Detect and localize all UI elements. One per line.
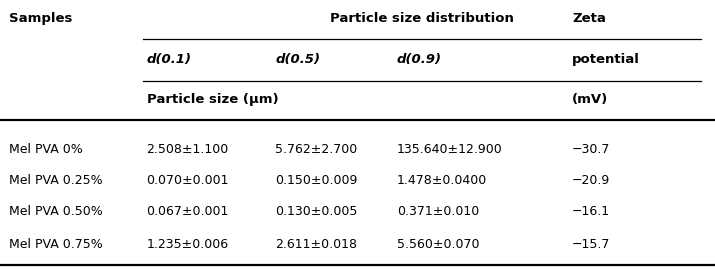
Text: potential: potential	[572, 53, 640, 66]
Text: −20.9: −20.9	[572, 174, 610, 187]
Text: −16.1: −16.1	[572, 205, 610, 218]
Text: 0.130±0.005: 0.130±0.005	[275, 205, 358, 218]
Text: −15.7: −15.7	[572, 238, 611, 251]
Text: d(0.9): d(0.9)	[397, 53, 442, 66]
Text: 5.762±2.700: 5.762±2.700	[275, 143, 358, 156]
Text: Zeta: Zeta	[572, 12, 606, 25]
Text: 2.611±0.018: 2.611±0.018	[275, 238, 358, 251]
Text: 2.508±1.100: 2.508±1.100	[147, 143, 229, 156]
Text: (mV): (mV)	[572, 93, 608, 106]
Text: 5.560±0.070: 5.560±0.070	[397, 238, 479, 251]
Text: 1.235±0.006: 1.235±0.006	[147, 238, 229, 251]
Text: 1.478±0.0400: 1.478±0.0400	[397, 174, 487, 187]
Text: d(0.5): d(0.5)	[275, 53, 320, 66]
Text: Particle size distribution: Particle size distribution	[330, 12, 514, 25]
Text: Mel PVA 0%: Mel PVA 0%	[9, 143, 82, 156]
Text: 0.070±0.001: 0.070±0.001	[147, 174, 229, 187]
Text: 0.067±0.001: 0.067±0.001	[147, 205, 229, 218]
Text: −30.7: −30.7	[572, 143, 611, 156]
Text: 0.150±0.009: 0.150±0.009	[275, 174, 358, 187]
Text: 135.640±12.900: 135.640±12.900	[397, 143, 503, 156]
Text: Mel PVA 0.25%: Mel PVA 0.25%	[9, 174, 102, 187]
Text: d(0.1): d(0.1)	[147, 53, 192, 66]
Text: Particle size (μm): Particle size (μm)	[147, 93, 278, 106]
Text: Mel PVA 0.75%: Mel PVA 0.75%	[9, 238, 102, 251]
Text: 0.371±0.010: 0.371±0.010	[397, 205, 479, 218]
Text: Samples: Samples	[9, 12, 72, 25]
Text: Mel PVA 0.50%: Mel PVA 0.50%	[9, 205, 102, 218]
